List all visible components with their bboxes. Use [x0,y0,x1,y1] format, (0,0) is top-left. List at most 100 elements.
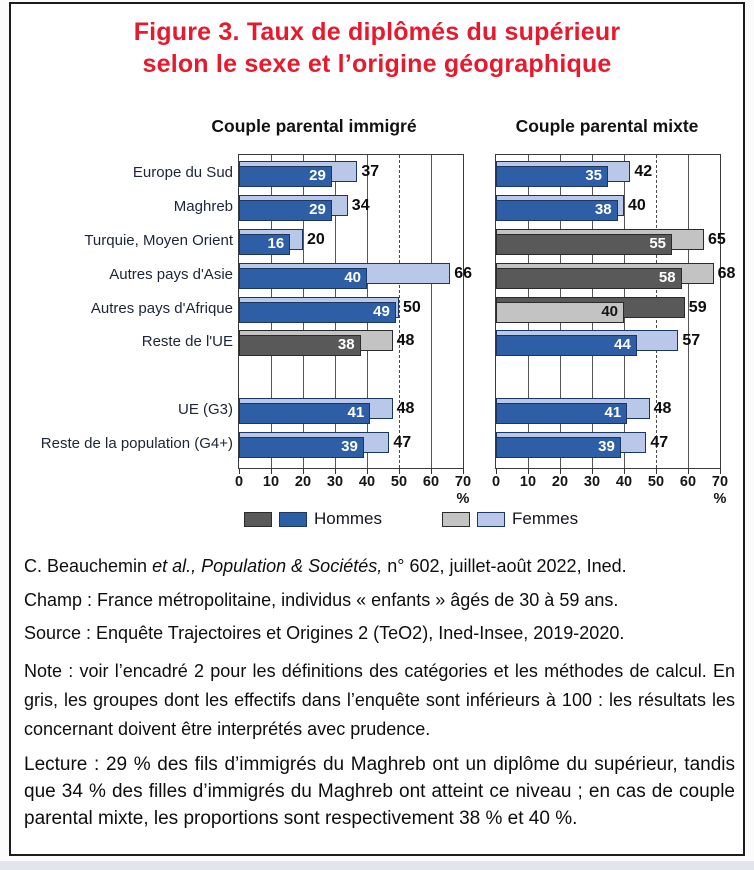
value-label-outside: 48 [396,400,415,418]
x-ticklabel-60: 60 [679,474,697,490]
figure-title-line2: selon le sexe et l’origine géographique [142,50,612,78]
x-ticklabel-20: 20 [551,474,569,490]
value-label-outside: 48 [396,332,415,350]
x-ticklabel-30: 30 [326,474,344,490]
value-label-outside: 50 [403,298,421,316]
bar-hommes: 40 [239,267,367,289]
x-ticklabel-70: 70 [711,474,729,490]
value-label-inside: 41 [347,404,365,422]
x-tickmark-30 [335,469,336,474]
x-tickmark-50 [656,469,657,474]
x-ticklabel-50: 50 [647,474,665,490]
bar-hommes: 39 [496,437,621,459]
panel-title-mixte: Couple parental mixte [515,116,699,136]
legend-swatch-femmes-blue [477,512,505,527]
gridline-60 [688,155,689,468]
value-label-inside: 44 [614,336,631,354]
value-label-outside: 59 [688,298,707,316]
x-tickmark-30 [592,469,593,474]
category-label: Reste de l'UE [141,333,233,351]
citation-segment: et al., Population & Sociétés, [152,556,383,576]
value-label-inside: 55 [649,234,666,252]
legend-swatch-hommes-grey [244,512,272,527]
x-tickmark-0 [239,469,240,474]
x-ticklabel-50: 50 [390,474,408,490]
lecture-paragraph: Lecture : 29 % des fils d’immigrés du Ma… [24,754,735,829]
value-label-inside: 29 [309,167,326,184]
champ-line: Champ : France métropolitaine, individus… [24,590,619,610]
category-labels: Europe du Sud Maghreb Turquie, Moyen Orien… [11,154,233,467]
citation-segment: n° 602, juillet-août 2022, Ined. [382,556,627,576]
legend: Hommes Femmes [11,509,747,533]
x-tickmark-60 [431,469,432,474]
value-label-outside: 20 [307,230,325,248]
panel-immigre: 29 37 29 34 16 20 40 66 49 50 38 48 41 48 39 47 0 10 20 30… [235,154,472,514]
bar-hommes: 29 [239,166,332,187]
x-ticklabel-60: 60 [422,474,440,490]
legend-label-hommes: Hommes [314,509,383,528]
bar-hommes: 29 [239,199,332,221]
note-paragraph: Note : voir l’encadré 2 pour les définit… [24,661,735,739]
category-label: Autres pays d'Asie [109,265,233,283]
x-tickmark-10 [528,469,529,474]
bar-hommes: 38 [496,199,618,221]
bar-hommes: 16 [239,233,291,255]
value-label-inside: 40 [344,268,361,286]
x-tickmark-60 [688,469,689,474]
x-tickmark-20 [560,469,561,474]
x-ticklabel-40: 40 [615,474,633,490]
value-label-outside: 48 [653,400,672,418]
x-tickmark-10 [271,469,272,474]
x-ticklabel-0: 0 [234,474,244,490]
x-ticklabel-10: 10 [519,474,537,490]
value-label-inside: 40 [601,302,618,320]
bar-hommes: 39 [239,437,364,459]
bar-hommes: 58 [496,267,682,289]
category-label: Europe du Sud [132,164,233,181]
value-label-outside: 37 [361,163,380,180]
value-label-inside: 58 [658,268,676,286]
x-ticklabel-10: 10 [262,474,280,490]
bar-hommes: 49 [239,301,396,323]
citation-segment: C. Beauchemin [24,556,153,576]
value-label-outside: 66 [454,264,472,282]
x-axis-unit-label: % [713,491,727,507]
value-label-outside: 47 [393,434,412,452]
value-label-outside: 47 [650,434,669,452]
value-label-outside: 65 [708,230,726,248]
page-bottom-strip [0,861,754,870]
figure-title-line1: Figure 3. Taux de diplômés du supérieur [133,18,621,46]
value-label-inside: 38 [594,200,612,218]
value-label-outside: 40 [628,196,646,214]
value-label-inside: 39 [598,438,615,456]
plot-area-immigre: 29 37 29 34 16 20 40 66 49 50 38 48 41 48 39 47 [238,154,472,469]
value-label-inside: 39 [341,438,358,456]
value-label-outside: 57 [682,332,701,350]
x-ticklabel-40: 40 [358,474,376,490]
category-label: Maghreb [173,197,233,215]
source-line: Source : Enquête Trajectoires et Origine… [24,623,625,643]
value-label-outside: 42 [634,163,653,180]
x-axis-unit-label: % [456,491,470,507]
category-label: Reste de la population (G4+) [40,435,233,453]
x-tickmark-70 [720,469,721,474]
x-tickmark-40 [367,469,368,474]
gridline-50 [399,155,400,468]
panel-mixte: 35 42 38 40 55 65 58 68 40 59 44 57 41 48 39 47 0 10 20 30… [492,154,735,514]
x-ticklabel-70: 70 [454,474,472,490]
plot-area-mixte: 35 42 38 40 55 65 58 68 40 59 44 57 41 48 39 47 [495,154,735,469]
panel-title-immigre: Couple parental immigré [211,116,417,136]
x-tickmark-40 [624,469,625,474]
x-ticklabel-0: 0 [491,474,501,490]
figure-title: Figure 3. Taux de diplômés du supérieur … [11,16,743,80]
bar-hommes: 41 [239,403,371,425]
value-label-outside: 68 [717,264,736,282]
value-label-inside: 35 [585,167,602,184]
x-tickmark-0 [496,469,497,474]
citation-line: C. Beauchemin et al., Population & Socié… [24,556,735,577]
value-label-inside: 29 [309,200,326,218]
bar-hommes: 41 [496,403,628,425]
category-label: Autres pays d'Afrique [90,299,233,317]
category-label: UE (G3) [177,401,233,419]
